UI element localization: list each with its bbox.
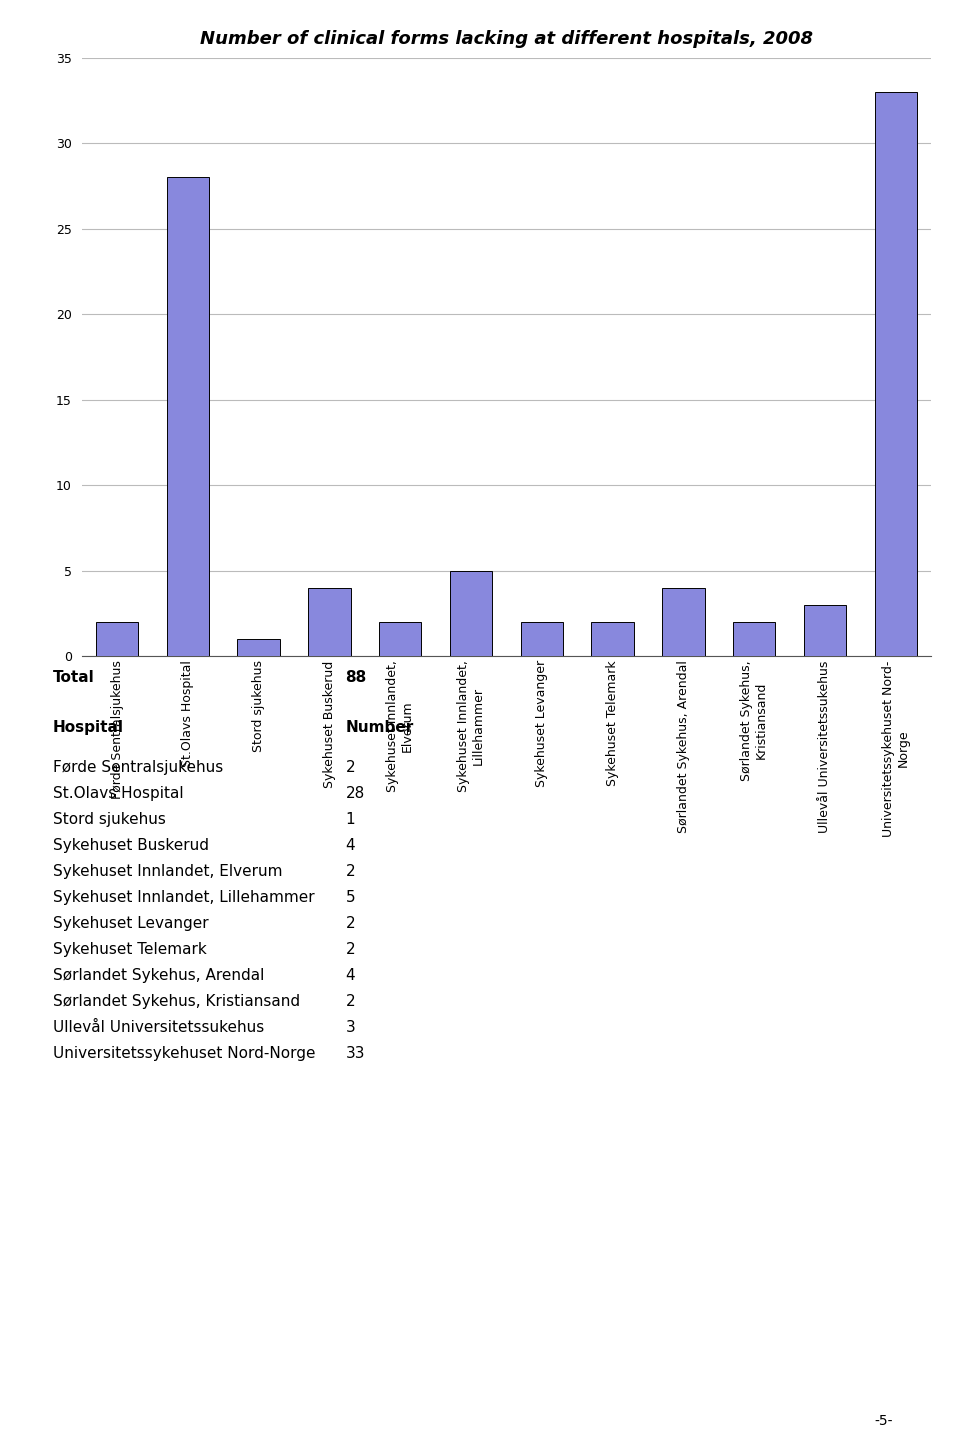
Text: Total: Total (53, 671, 94, 685)
Bar (237, 639, 279, 656)
Bar (591, 622, 634, 656)
Text: Sørlandet Sykehus, Arendal: Sørlandet Sykehus, Arendal (53, 968, 264, 983)
Text: Ullevål Universitetssukehus: Ullevål Universitetssukehus (53, 1019, 264, 1035)
Bar (96, 622, 138, 656)
Title: Number of clinical forms lacking at different hospitals, 2008: Number of clinical forms lacking at diff… (200, 30, 813, 48)
Text: 4: 4 (346, 968, 355, 983)
Bar (520, 622, 563, 656)
Text: 2: 2 (346, 994, 355, 1009)
Bar (875, 92, 917, 656)
Text: Hospital: Hospital (53, 720, 124, 735)
Text: Sykehuset Innlandet, Lillehammer: Sykehuset Innlandet, Lillehammer (53, 890, 315, 906)
Text: -5-: -5- (875, 1413, 893, 1428)
Bar (449, 571, 492, 656)
Text: Universitetssykehuset Nord-Norge: Universitetssykehuset Nord-Norge (53, 1045, 315, 1061)
Text: Sørlandet Sykehus, Kristiansand: Sørlandet Sykehus, Kristiansand (53, 994, 300, 1009)
Text: 4: 4 (346, 838, 355, 854)
Bar (379, 622, 421, 656)
Text: Stord sjukehus: Stord sjukehus (53, 812, 166, 828)
Bar (662, 588, 705, 656)
Text: Førde Sentralsjukehus: Førde Sentralsjukehus (53, 760, 223, 774)
Text: 2: 2 (346, 864, 355, 880)
Bar (804, 604, 846, 656)
Text: Sykehuset Levanger: Sykehuset Levanger (53, 916, 208, 932)
Bar (308, 588, 350, 656)
Text: 2: 2 (346, 916, 355, 932)
Text: 1: 1 (346, 812, 355, 828)
Text: Sykehuset Innlandet, Elverum: Sykehuset Innlandet, Elverum (53, 864, 282, 880)
Text: Sykehuset Telemark: Sykehuset Telemark (53, 942, 206, 957)
Text: 2: 2 (346, 760, 355, 774)
Bar (732, 622, 776, 656)
Text: 3: 3 (346, 1019, 355, 1035)
Bar (167, 177, 209, 656)
Text: 33: 33 (346, 1045, 365, 1061)
Text: 5: 5 (346, 890, 355, 906)
Text: Sykehuset Buskerud: Sykehuset Buskerud (53, 838, 209, 854)
Text: 2: 2 (346, 942, 355, 957)
Text: 88: 88 (346, 671, 367, 685)
Text: St.Olavs Hospital: St.Olavs Hospital (53, 786, 183, 800)
Text: 28: 28 (346, 786, 365, 800)
Text: Number: Number (346, 720, 414, 735)
